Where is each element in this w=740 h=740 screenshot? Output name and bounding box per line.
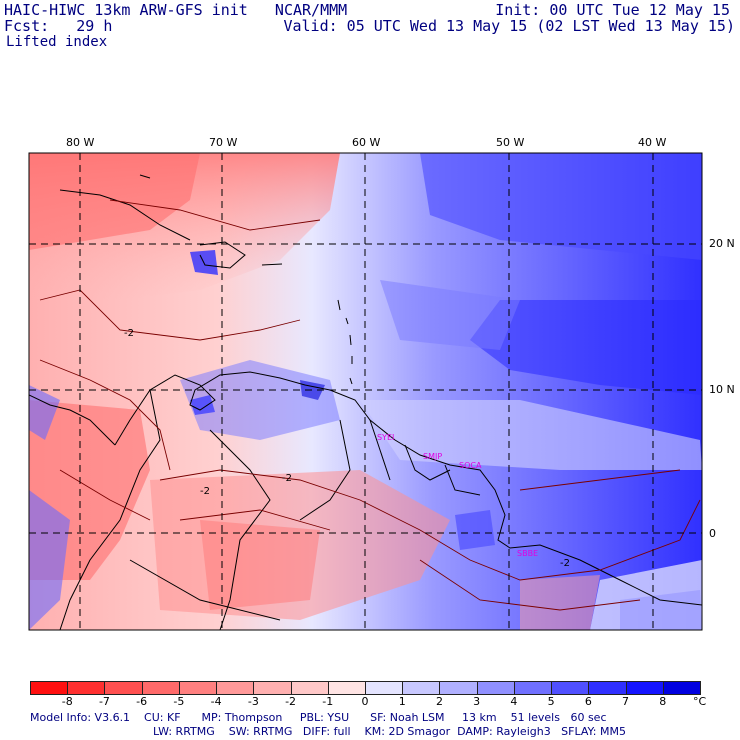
- colorbar-label: 4: [510, 695, 518, 708]
- forecast-hour: Fcst: 29 h: [4, 17, 113, 35]
- colorbar-label: 3: [473, 695, 481, 708]
- colorbar-swatch: [327, 681, 366, 695]
- init-time: Init: 00 UTC Tue 12 May 15: [495, 1, 730, 19]
- lon-label: 80 W: [66, 136, 95, 149]
- colorbar-swatch: [625, 681, 664, 695]
- lat-label: 0: [709, 527, 716, 540]
- colorbar-label: -7: [98, 695, 110, 708]
- model-info-line2: LW: RRTMG SW: RRTMG DIFF: full KM: 2D Sm…: [153, 725, 626, 738]
- contour-lines: [39, 199, 701, 611]
- colorbar-label: -3: [247, 695, 259, 708]
- colorbar-label: 5: [547, 695, 555, 708]
- colorbar-swatch: [67, 681, 106, 695]
- colorbar-unit: °C: [693, 695, 707, 708]
- colorbar-swatch: [178, 681, 218, 695]
- site-label-sbbe: SBBE: [517, 549, 538, 558]
- map-frame: [28, 152, 703, 631]
- colorbar-label: 0: [361, 695, 369, 708]
- lon-label: 70 W: [209, 136, 238, 149]
- colorbar-swatch: [439, 681, 478, 695]
- colorbar-swatch: [30, 681, 69, 695]
- colorbar-label: 6: [584, 695, 592, 708]
- contour-label: -2: [282, 473, 292, 484]
- site-label-soca: SOCA: [459, 461, 482, 470]
- lon-label: 50 W: [496, 136, 525, 149]
- colorbar-label: -6: [136, 695, 148, 708]
- colorbar-swatch: [290, 681, 329, 695]
- colorbar-label: 1: [398, 695, 406, 708]
- run-title: HAIC-HIWC 13km ARW-GFS init NCAR/MMM: [4, 1, 348, 19]
- colorbar-swatch: [551, 681, 590, 695]
- colorbar-swatch: [402, 681, 441, 695]
- colorbar-swatch: [513, 681, 553, 695]
- map-field: [29, 153, 702, 630]
- lat-label: 20 N: [709, 237, 735, 250]
- colorbar-label: 2: [435, 695, 443, 708]
- lon-label: 40 W: [638, 136, 667, 149]
- colorbar-label: -5: [173, 695, 185, 708]
- site-label-smjp: SMJP: [423, 452, 442, 461]
- colorbar-swatch: [141, 681, 180, 695]
- colorbar-swatch: [253, 681, 292, 695]
- colorbar-swatch: [216, 681, 255, 695]
- colorbar-label: 8: [659, 695, 667, 708]
- valid-time: Valid: 05 UTC Wed 13 May 15 (02 LST Wed …: [283, 17, 735, 35]
- colorbar-label: 7: [622, 695, 630, 708]
- colorbar-label: -4: [210, 695, 222, 708]
- colorbar-swatch: [365, 681, 404, 695]
- contour-label: -2: [560, 558, 570, 569]
- coastlines: [29, 174, 702, 630]
- contour-label: -2: [124, 328, 134, 339]
- colorbar-label: -1: [322, 695, 334, 708]
- contour-label: -2: [200, 486, 210, 497]
- lat-label: 10 N: [709, 383, 735, 396]
- lon-label: 60 W: [352, 136, 381, 149]
- colorbar-swatch: [662, 681, 701, 695]
- field-name: Lifted index: [6, 34, 108, 50]
- colorbar-swatch: [588, 681, 627, 695]
- colorbar-swatch: [104, 681, 143, 695]
- colorbar-label: -2: [285, 695, 297, 708]
- site-label-syei: SYEI: [377, 433, 394, 442]
- colorbar-swatch: [476, 681, 515, 695]
- lat-lon-grid: [29, 153, 702, 630]
- colorbar-label: -8: [61, 695, 73, 708]
- model-info-line1: Model Info: V3.6.1 CU: KF MP: Thompson P…: [30, 711, 607, 724]
